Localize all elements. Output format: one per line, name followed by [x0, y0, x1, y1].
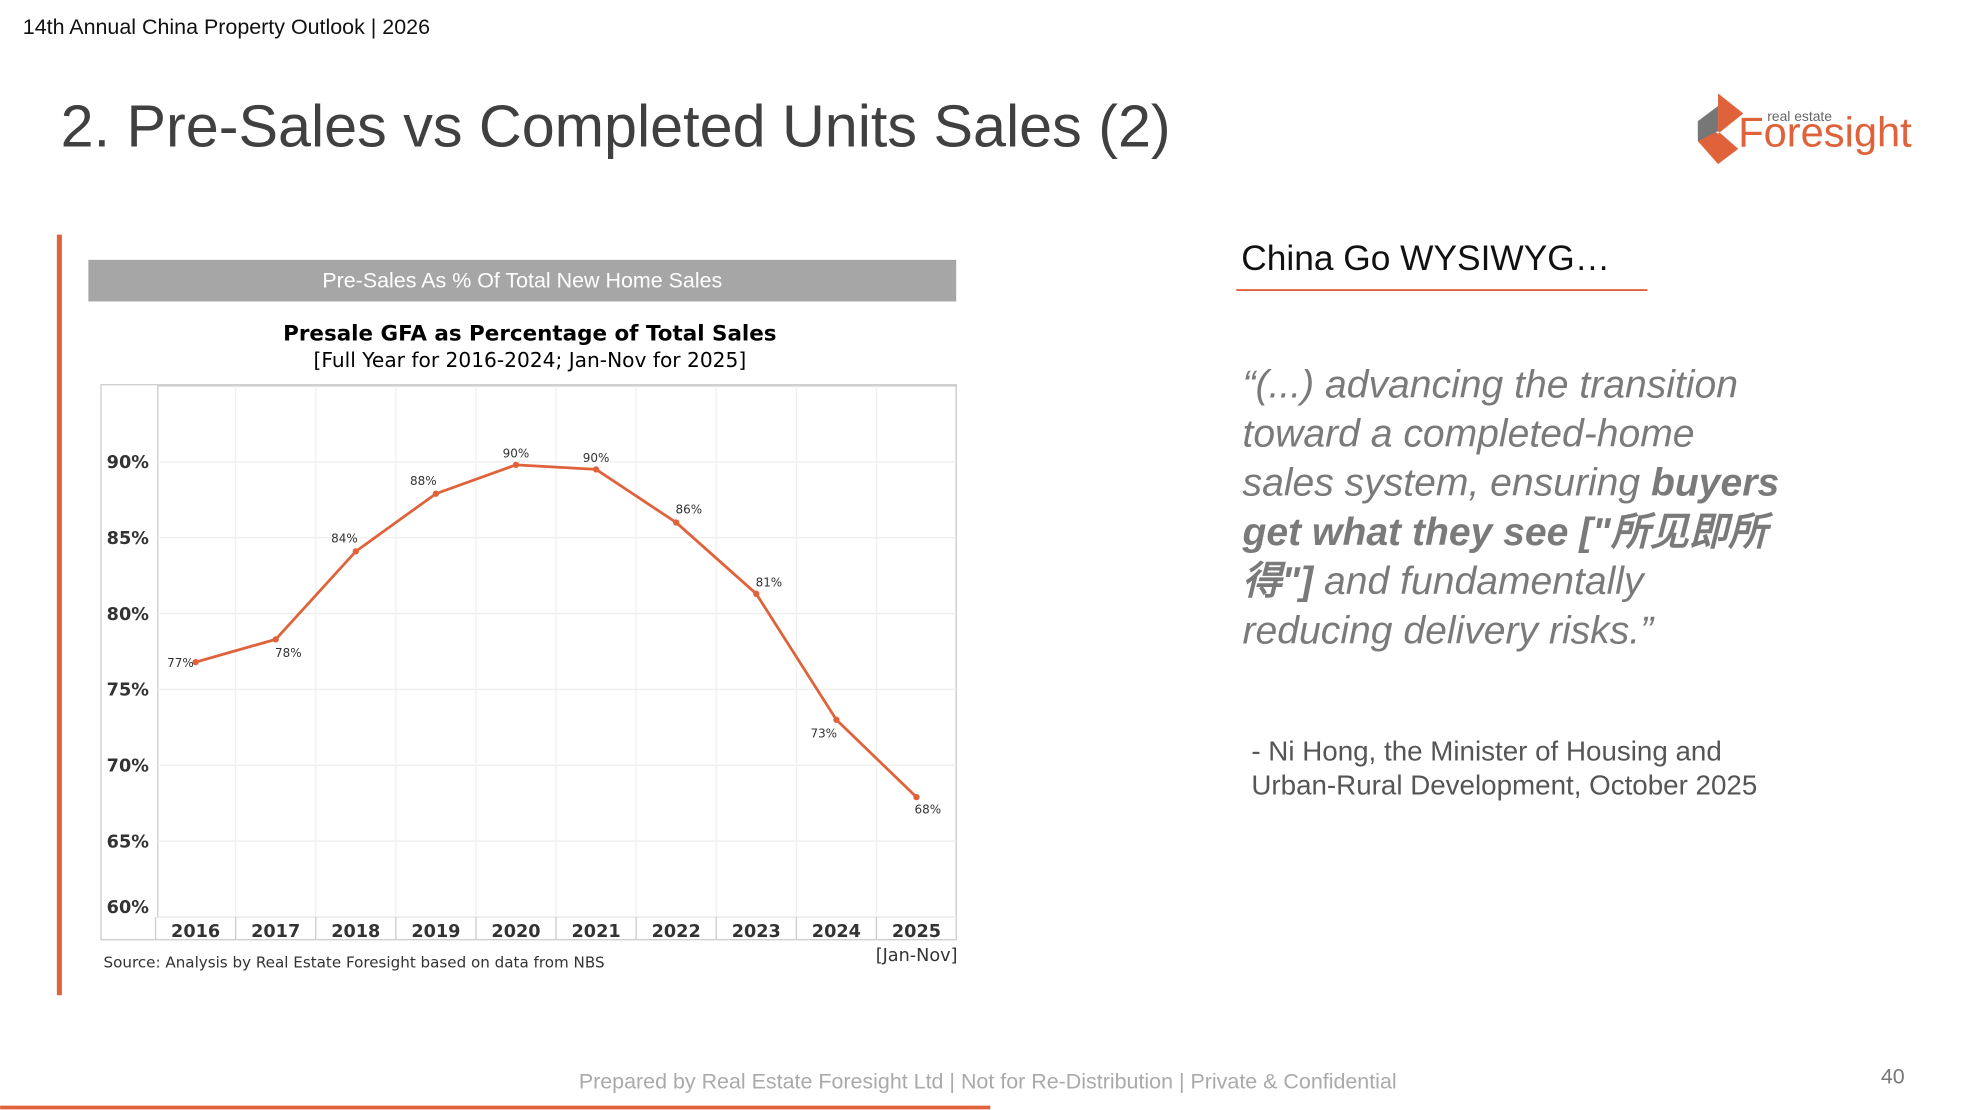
- data-label: 73%: [810, 726, 837, 740]
- quote: “(...) advancing the transition toward a …: [1242, 363, 1780, 652]
- y-tick-label: 65%: [107, 832, 150, 852]
- y-tick-label: 90%: [107, 453, 150, 473]
- data-point: [352, 548, 359, 555]
- x-tick-label: 2018: [331, 922, 380, 942]
- event-label: 14th Annual China Property Outlook | 202…: [23, 15, 430, 39]
- quote-line: “(...) advancing the transition: [1243, 363, 1738, 406]
- quote-line: toward a completed-home: [1243, 413, 1695, 456]
- data-point: [432, 490, 440, 497]
- logo-icon: [1697, 93, 1744, 164]
- logo: real estate Foresight: [1697, 93, 1912, 164]
- data-label: 88%: [410, 474, 437, 488]
- quote-segment: 得"]: [1243, 560, 1316, 603]
- y-tick-label: 60%: [107, 898, 150, 918]
- data-label: 86%: [675, 503, 702, 517]
- x-note: [Jan-Nov]: [876, 946, 958, 966]
- quote-segment: get what they see ["所见即所: [1242, 511, 1775, 554]
- quote-segment: buyers: [1651, 462, 1779, 505]
- source-note: Source: Analysis by Real Estate Foresigh…: [104, 953, 605, 971]
- y-tick-label: 80%: [107, 605, 150, 625]
- x-tick-label: 2023: [732, 922, 781, 942]
- panel-title: Pre-Sales As % Of Total New Home Sales: [322, 269, 722, 293]
- data-point: [833, 716, 840, 723]
- data-point: [512, 461, 520, 469]
- chart-title: Presale GFA as Percentage of Total Sales: [283, 322, 776, 347]
- data-label: 81%: [756, 575, 783, 589]
- data-point: [192, 658, 199, 666]
- logo-text: real estate: [1767, 108, 1832, 124]
- quote-segment: toward a completed-home: [1243, 413, 1695, 456]
- y-tick-label: 85%: [107, 529, 150, 549]
- x-tick-label: 2022: [652, 922, 701, 942]
- data-point: [673, 519, 680, 526]
- quote-line: 得"] and fundamentally: [1243, 560, 1646, 603]
- data-label: 77%: [167, 656, 194, 670]
- data-point: [272, 636, 279, 643]
- y-tick-label: 75%: [107, 681, 150, 701]
- x-tick-label: 2020: [491, 922, 540, 942]
- logo-text: Foresight: [1738, 108, 1912, 155]
- accent-bar: [56, 234, 62, 996]
- panel-header: [88, 259, 957, 302]
- x-tick-label: 2025: [892, 922, 941, 942]
- slide-title: 2. Pre-Sales vs Completed Units Sales (2…: [61, 92, 1171, 159]
- footer-note: Prepared by Real Estate Foresight Ltd | …: [579, 1070, 1397, 1094]
- quote-line: get what they see ["所见即所: [1242, 511, 1775, 554]
- data-label: 90%: [583, 451, 610, 465]
- data-label: 68%: [915, 803, 942, 817]
- attribution: - Ni Hong, the Minister of Housing and: [1251, 736, 1721, 767]
- side-heading: China Go WYSIWYG…: [1241, 239, 1610, 278]
- attribution: Urban-Rural Development, October 2025: [1251, 770, 1757, 801]
- quote-segment: and fundamentally: [1313, 560, 1646, 603]
- data-label: 84%: [331, 532, 358, 546]
- logo-icon: [1697, 105, 1719, 142]
- x-tick-label: 2021: [572, 922, 621, 942]
- quote-segment: sales system, ensuring: [1243, 462, 1651, 505]
- data-point: [592, 466, 600, 473]
- quote-line: sales system, ensuring buyers: [1243, 462, 1780, 505]
- data-point: [753, 590, 760, 597]
- y-tick-label: 70%: [107, 757, 150, 777]
- data-line: [195, 463, 918, 799]
- quote-segment: reducing delivery risks.”: [1243, 609, 1656, 652]
- quote-line: reducing delivery risks.”: [1243, 609, 1656, 652]
- x-tick-label: 2019: [411, 922, 460, 942]
- x-tick-label: 2016: [171, 922, 220, 942]
- data-label: 90%: [503, 446, 530, 460]
- data-point: [913, 793, 920, 801]
- quote-segment: “(...) advancing the transition: [1243, 363, 1738, 406]
- page-number: 40: [1881, 1065, 1905, 1089]
- data-label: 78%: [275, 646, 302, 660]
- x-tick-label: 2024: [812, 922, 861, 942]
- chart-subtitle: [Full Year for 2016-2024; Jan-Nov for 20…: [314, 348, 747, 372]
- x-tick-label: 2017: [251, 922, 300, 942]
